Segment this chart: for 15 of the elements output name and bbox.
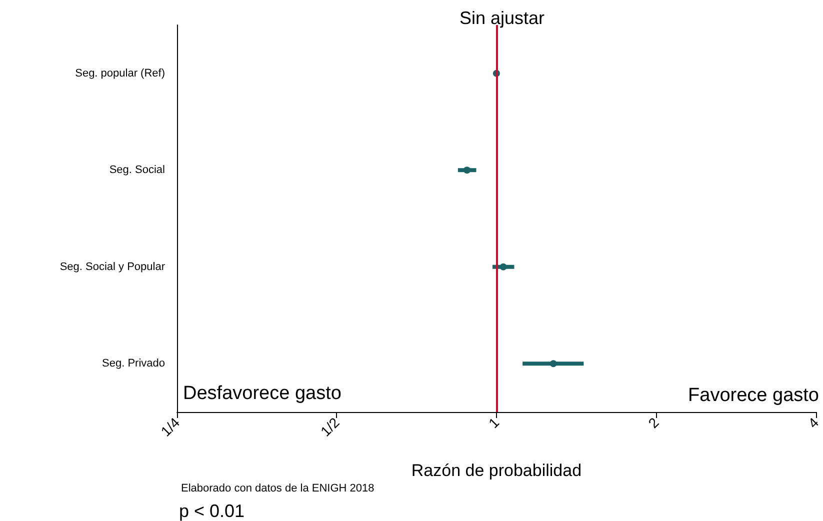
x-tick-label: 1/4	[158, 414, 183, 440]
x-tick-label: 4	[804, 414, 822, 432]
y-tick-label: Seg. popular (Ref)	[75, 67, 165, 80]
x-tick-label: 1/2	[317, 414, 343, 440]
y-tick-label: Seg. Privado	[102, 358, 165, 370]
chart-title: Sin ajustar	[459, 8, 545, 28]
y-tick-label: Seg. Social	[109, 164, 165, 176]
y-tick-label: Seg. Social y Popular	[60, 260, 166, 273]
text: p < 0.01	[179, 501, 245, 521]
text: Elaborado con datos de la ENIGH 2018	[181, 482, 374, 494]
annotation: Favorece gasto	[688, 385, 820, 406]
x-tick-label: 1	[485, 414, 502, 432]
x-tick-label: 2	[645, 414, 662, 432]
annotation: Desfavorece gasto	[183, 383, 342, 404]
x-axis-title: Razón de probabilidad	[411, 461, 582, 480]
